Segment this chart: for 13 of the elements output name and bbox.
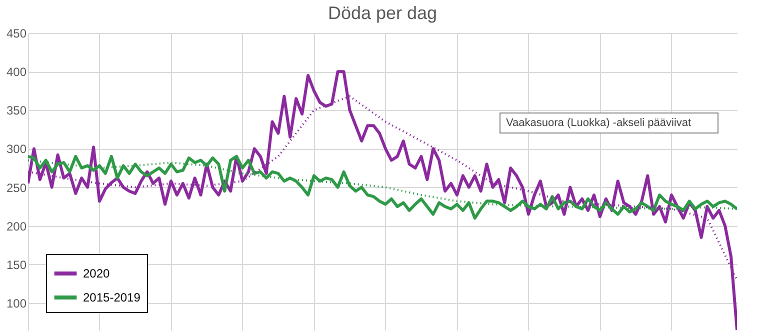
line-series bbox=[28, 70, 737, 330]
y-tick-label: 200 bbox=[6, 219, 27, 234]
y-tick-label: 400 bbox=[6, 65, 27, 80]
legend-label: 2020 bbox=[83, 266, 110, 280]
y-tick-label: 450 bbox=[6, 26, 27, 40]
annotation: Vaakasuora (Luokka) -akseli pääviivat bbox=[506, 117, 692, 129]
y-tick-label: 150 bbox=[6, 258, 27, 272]
chart-title: Döda per dag bbox=[328, 3, 438, 23]
legend-label: 2015-2019 bbox=[83, 290, 141, 304]
y-tick-label: 300 bbox=[6, 142, 27, 156]
y-tick-label: 350 bbox=[6, 104, 27, 118]
y-tick-label: 250 bbox=[6, 180, 27, 195]
y-tick-label: 100 bbox=[6, 296, 27, 310]
